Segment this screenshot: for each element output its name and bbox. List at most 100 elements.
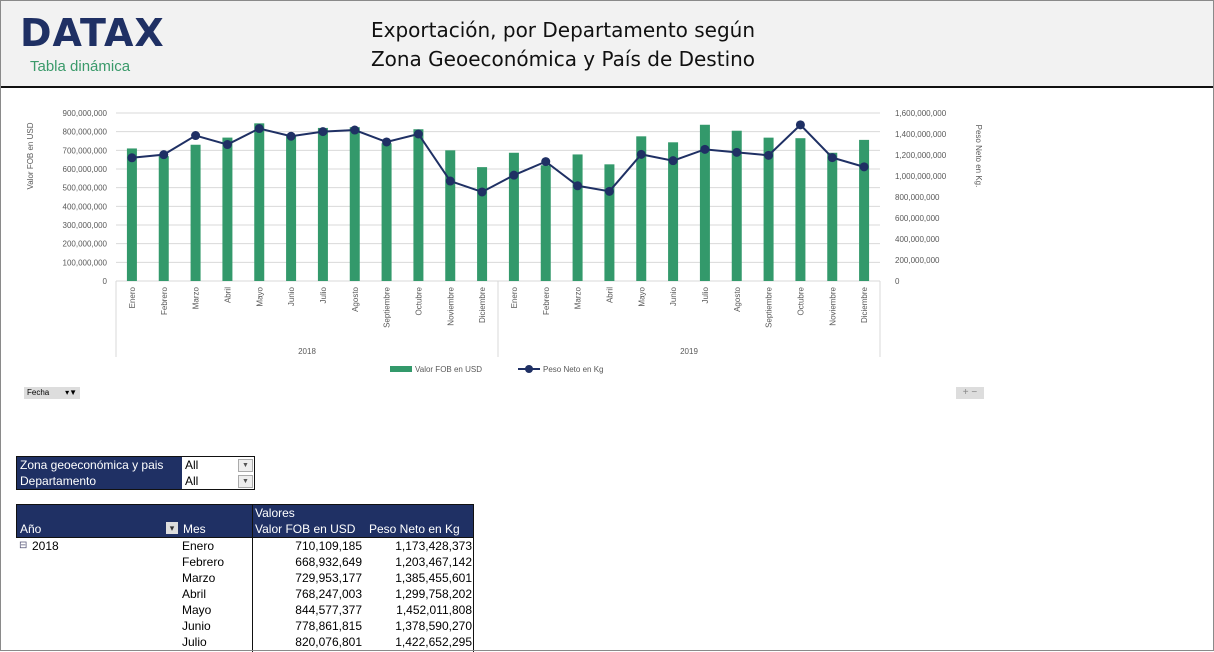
y-tick-label: 900,000,000 (63, 109, 108, 118)
col-month: Mes (183, 522, 206, 536)
filter-value: All (185, 474, 199, 488)
bar-valor-fob (859, 139, 870, 281)
x-tick-label: Septiembre (383, 286, 392, 327)
fecha-filter-button[interactable]: Fecha ▾▼ (24, 387, 80, 399)
expand-collapse-buttons[interactable]: + − (956, 387, 984, 399)
month-cell: Enero (182, 539, 215, 553)
filter-departamento-select[interactable]: All ▼ (182, 473, 254, 489)
legend-label-fob: Valor FOB en USD (415, 365, 482, 374)
col-year: Año (20, 522, 42, 536)
filter-departamento: Departamento All ▼ (17, 473, 254, 489)
filter-zona: Zona geoeconómica y pais All ▼ (17, 457, 254, 473)
point-peso-neto (859, 162, 869, 172)
point-peso-neto (573, 181, 583, 191)
values-label: Valores (255, 506, 295, 520)
bar-valor-fob (349, 127, 360, 281)
table-row: Abril 768,247,003 1,299,758,202 (16, 586, 474, 602)
table-row: Marzo 729,953,177 1,385,455,601 (16, 570, 474, 586)
x-tick-label: Abril (223, 287, 232, 303)
filter-value: All (185, 458, 199, 472)
point-peso-neto (286, 131, 296, 141)
x-tick-label: Enero (128, 286, 137, 308)
peso-cell: 1,173,428,373 (395, 539, 472, 553)
x-tick-label: Febrero (542, 286, 551, 315)
peso-cell: 1,385,455,601 (395, 571, 472, 585)
bar-valor-fob (604, 164, 615, 281)
point-peso-neto (413, 129, 423, 139)
bar-valor-fob (445, 150, 456, 281)
point-peso-neto (127, 153, 137, 163)
filter-icon[interactable]: ▾ (166, 522, 178, 534)
bar-valor-fob (190, 144, 201, 281)
x-tick-label: Julio (701, 286, 710, 303)
table-row: ⊟ 2018 Enero 710,109,185 1,173,428,373 (19, 539, 472, 553)
point-peso-neto (636, 149, 646, 159)
y-tick-label: 400,000,000 (63, 202, 108, 211)
divider (473, 505, 474, 652)
bar-valor-fob (222, 137, 233, 281)
x-tick-label: Septiembre (765, 286, 774, 327)
y-tick-label: 500,000,000 (63, 184, 108, 193)
header: DATAX Tabla dinámica Exportación, por De… (0, 0, 1214, 88)
combo-chart: 0 100,000,000 200,000,000 300,000,000 400,00… (26, 109, 983, 374)
chevron-down-icon[interactable]: ▼ (238, 459, 253, 472)
table-row: Junio 778,861,815 1,378,590,270 (16, 618, 474, 634)
x-tick-label: Agosto (351, 286, 360, 311)
point-peso-neto (222, 140, 232, 150)
point-peso-neto (764, 150, 774, 160)
bar-valor-fob (126, 148, 137, 281)
bar-valor-fob (763, 137, 774, 281)
y2-axis-title: Peso Neto en Kg. (974, 125, 983, 188)
fob-cell: 820,076,801 (295, 635, 362, 649)
point-peso-neto (541, 157, 551, 167)
y2-tick-label: 1,200,000,000 (895, 151, 947, 160)
bar-valor-fob (317, 127, 328, 281)
x-tick-label: Enero (510, 286, 519, 308)
fecha-label: Fecha (27, 388, 50, 397)
table-row: Julio 820,076,801 1,422,652,295 (16, 634, 474, 650)
y2-tick-label: 1,600,000,000 (895, 109, 947, 118)
point-peso-neto (795, 120, 805, 130)
y2-tick-label: 1,400,000,000 (895, 130, 947, 139)
chevron-down-icon[interactable]: ▼ (238, 475, 253, 488)
x-tick-label: Noviembre (828, 286, 837, 325)
filter-icon: ▾▼ (65, 388, 77, 397)
point-peso-neto (191, 131, 201, 141)
filter-zona-select[interactable]: All ▼ (182, 457, 254, 473)
bar-valor-fob (731, 130, 742, 281)
month-cell: Marzo (182, 571, 216, 585)
y2-tick-label: 0 (895, 277, 900, 286)
fob-cell: 778,861,815 (295, 619, 362, 633)
x-tick-label: Mayo (255, 286, 264, 306)
y-tick-label: 600,000,000 (63, 165, 108, 174)
y2-tick-label: 600,000,000 (895, 214, 940, 223)
x-tick-label: Junio (287, 286, 296, 306)
month-cell: Julio (182, 635, 207, 649)
bar-valor-fob (477, 167, 488, 281)
table-row: Mayo 844,577,377 1,452,011,808 (16, 602, 474, 618)
y2-tick-label: 200,000,000 (895, 256, 940, 265)
year-label: 2019 (680, 347, 698, 356)
point-peso-neto (604, 186, 614, 196)
bar-valor-fob (699, 124, 710, 281)
pivot-header: Valores Año ▾ Mes Valor FOB en USD Peso … (16, 504, 474, 538)
y-tick-label: 200,000,000 (63, 240, 108, 249)
point-peso-neto (732, 147, 742, 157)
bar-valor-fob (286, 135, 297, 281)
bar-valor-fob (158, 156, 169, 281)
x-tick-label: Marzo (574, 286, 583, 309)
x-tick-label: Febrero (160, 286, 169, 315)
point-peso-neto (318, 127, 328, 137)
subtitle: Tabla dinámica (30, 58, 131, 75)
year-label: 2018 (298, 347, 316, 356)
legend-marker-peso (525, 365, 533, 373)
point-peso-neto (668, 156, 678, 166)
year-label[interactable]: 2018 (32, 539, 59, 553)
y-tick-label: 0 (103, 277, 108, 286)
peso-cell: 1,422,652,295 (395, 635, 472, 649)
point-peso-neto (700, 144, 710, 154)
filter-label: Zona geoeconómica y pais (20, 458, 164, 472)
x-tick-label: Diciembre (478, 286, 487, 323)
point-peso-neto (509, 170, 519, 180)
bar-valor-fob (381, 143, 392, 281)
